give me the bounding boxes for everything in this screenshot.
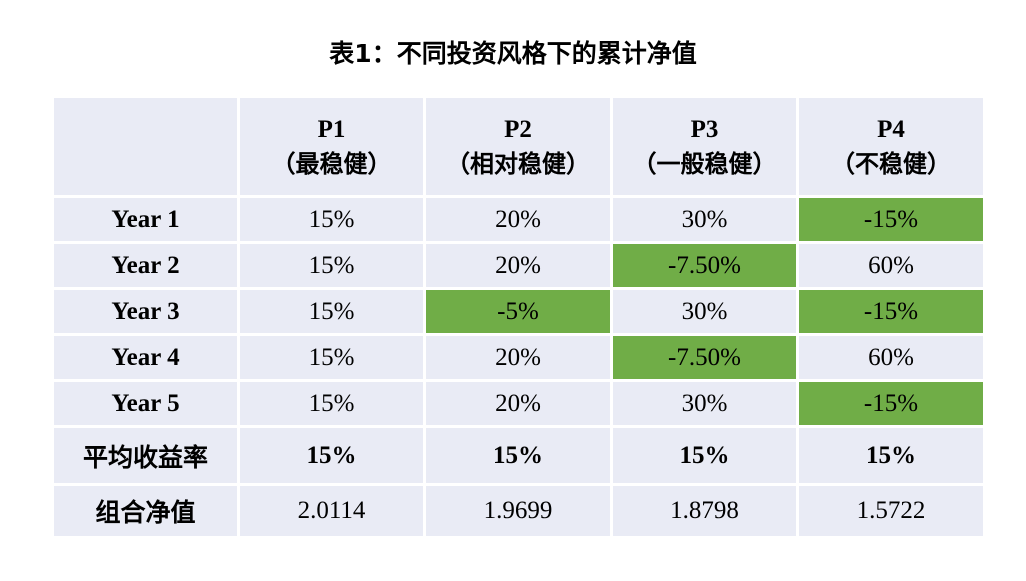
- year-row: Year 3 15% -5% 30% -15%: [51, 287, 986, 336]
- net-value-row: 组合净值 2.0114 1.9699 1.8798 1.5722: [51, 483, 986, 539]
- cell: 15%: [237, 241, 426, 290]
- row-label: 平均收益率: [51, 425, 240, 486]
- cell: 15%: [237, 333, 426, 382]
- portfolio-name: P2: [504, 115, 532, 143]
- cell: 15%: [237, 379, 426, 428]
- cell: 30%: [610, 195, 799, 244]
- cell: -7.50%: [610, 333, 799, 382]
- row-label: Year 1: [51, 195, 240, 244]
- cell: 15%: [423, 425, 613, 486]
- cell: 1.9699: [423, 483, 613, 539]
- row-label: Year 5: [51, 379, 240, 428]
- cell: 2.0114: [237, 483, 426, 539]
- portfolio-style: （一般稳健）: [632, 149, 777, 178]
- portfolio-style: （相对稳健）: [446, 149, 590, 178]
- corner-cell: [51, 95, 240, 198]
- header-row: P1 （最稳健） P2 （相对稳健） P3 （一般稳健） P4 （不稳健）: [51, 95, 986, 198]
- cell: 60%: [796, 333, 986, 382]
- cell: 15%: [610, 425, 799, 486]
- portfolio-style: （最稳健）: [271, 149, 392, 178]
- cell: -15%: [796, 379, 986, 428]
- cell: 20%: [423, 379, 613, 428]
- cell: 60%: [796, 241, 986, 290]
- cell: 30%: [610, 287, 799, 336]
- portfolio-name: P1: [317, 115, 346, 143]
- cell: 1.5722: [796, 483, 986, 539]
- cell: 15%: [796, 425, 986, 486]
- row-label: Year 3: [51, 287, 240, 336]
- year-row: Year 5 15% 20% 30% -15%: [51, 379, 986, 428]
- cell: 15%: [237, 195, 426, 244]
- cell: -5%: [423, 287, 613, 336]
- cell: -15%: [796, 287, 986, 336]
- year-row: Year 1 15% 20% 30% -15%: [51, 195, 986, 244]
- cell: -15%: [796, 195, 986, 244]
- header-cell: P1 （最稳健）: [237, 95, 426, 198]
- header-cell: P2 （相对稳健）: [423, 95, 613, 198]
- portfolio-name: P3: [690, 115, 719, 143]
- portfolio-style: （不稳健）: [831, 149, 951, 178]
- header-cell: P3 （一般稳健）: [610, 95, 799, 198]
- year-row: Year 4 15% 20% -7.50% 60%: [51, 333, 986, 382]
- cell: 20%: [423, 333, 613, 382]
- portfolio-name: P4: [877, 115, 905, 143]
- cell: 20%: [423, 195, 613, 244]
- cell: 15%: [237, 287, 426, 336]
- row-label: 组合净值: [51, 483, 240, 539]
- row-label: Year 2: [51, 241, 240, 290]
- cell: 1.8798: [610, 483, 799, 539]
- cell: 30%: [610, 379, 799, 428]
- title: 表1：不同投资风格下的累计净值: [329, 39, 697, 68]
- cell: 15%: [237, 425, 426, 486]
- cell: -7.50%: [610, 241, 799, 290]
- year-row: Year 2 15% 20% -7.50% 60%: [51, 241, 986, 290]
- row-label: Year 4: [51, 333, 240, 382]
- cell: 20%: [423, 241, 613, 290]
- average-row: 平均收益率 15% 15% 15% 15%: [51, 425, 986, 486]
- table: P1 （最稳健） P2 （相对稳健） P3 （一般稳健） P4 （不稳健） Year 1…: [51, 95, 986, 539]
- header-cell: P4 （不稳健）: [796, 95, 986, 198]
